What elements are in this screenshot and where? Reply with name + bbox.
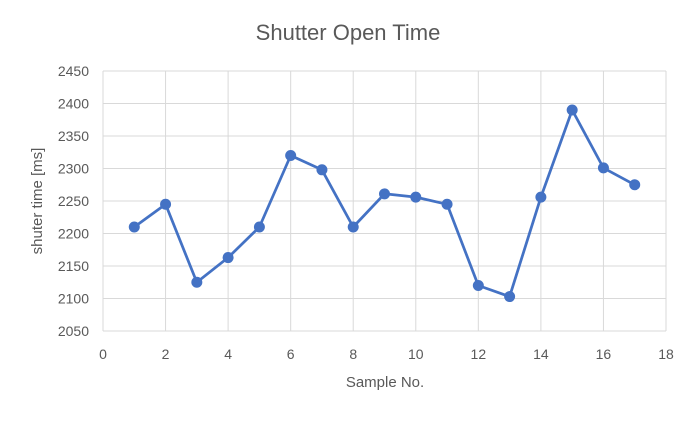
axes: 2050 2100 2150 2200 2250 2300 2350 2400 2450 0 2 4 6… [58,63,674,362]
series-line [132,108,637,298]
y-tick-label: 2300 [58,161,89,177]
data-point [472,280,484,291]
x-tick-label: 10 [408,346,424,362]
data-point [128,221,140,233]
x-tick-label: 6 [287,346,295,362]
y-tick-label: 2150 [58,258,89,274]
y-tick-label: 2200 [58,226,89,242]
y-tick-label: 2450 [58,63,89,79]
data-point [441,198,453,210]
x-axis-label: Sample No. [346,374,424,391]
x-tick-label: 16 [596,346,612,362]
y-tick-label: 2350 [58,128,89,144]
y-tick-label: 2400 [58,96,89,112]
chart-title: Shutter Open Time [256,20,441,45]
data-point [629,179,641,191]
x-tick-label: 0 [99,346,107,362]
data-point [410,191,422,203]
x-tick-label: 4 [224,346,232,362]
series [128,104,641,303]
x-tick-label: 8 [349,346,357,362]
data-point [222,252,234,264]
x-tick-label: 14 [533,346,549,362]
data-point [566,104,578,116]
data-point [316,164,328,176]
x-tick-label: 2 [162,346,170,362]
data-point [285,150,297,161]
data-point [379,188,390,200]
data-point [597,162,609,174]
x-tick-label: 18 [658,346,674,362]
x-tick-label: 12 [471,346,487,362]
gridlines [102,70,667,332]
y-tick-label: 2050 [58,323,89,339]
data-point [160,198,172,210]
y-tick-label: 2250 [58,193,89,209]
data-point [504,291,516,303]
data-point [253,221,265,233]
data-point [347,221,359,233]
data-point [191,276,203,288]
y-tick-label: 2100 [58,291,89,307]
y-axis-label: shuter time [ms] [29,148,46,255]
data-point [535,191,547,203]
